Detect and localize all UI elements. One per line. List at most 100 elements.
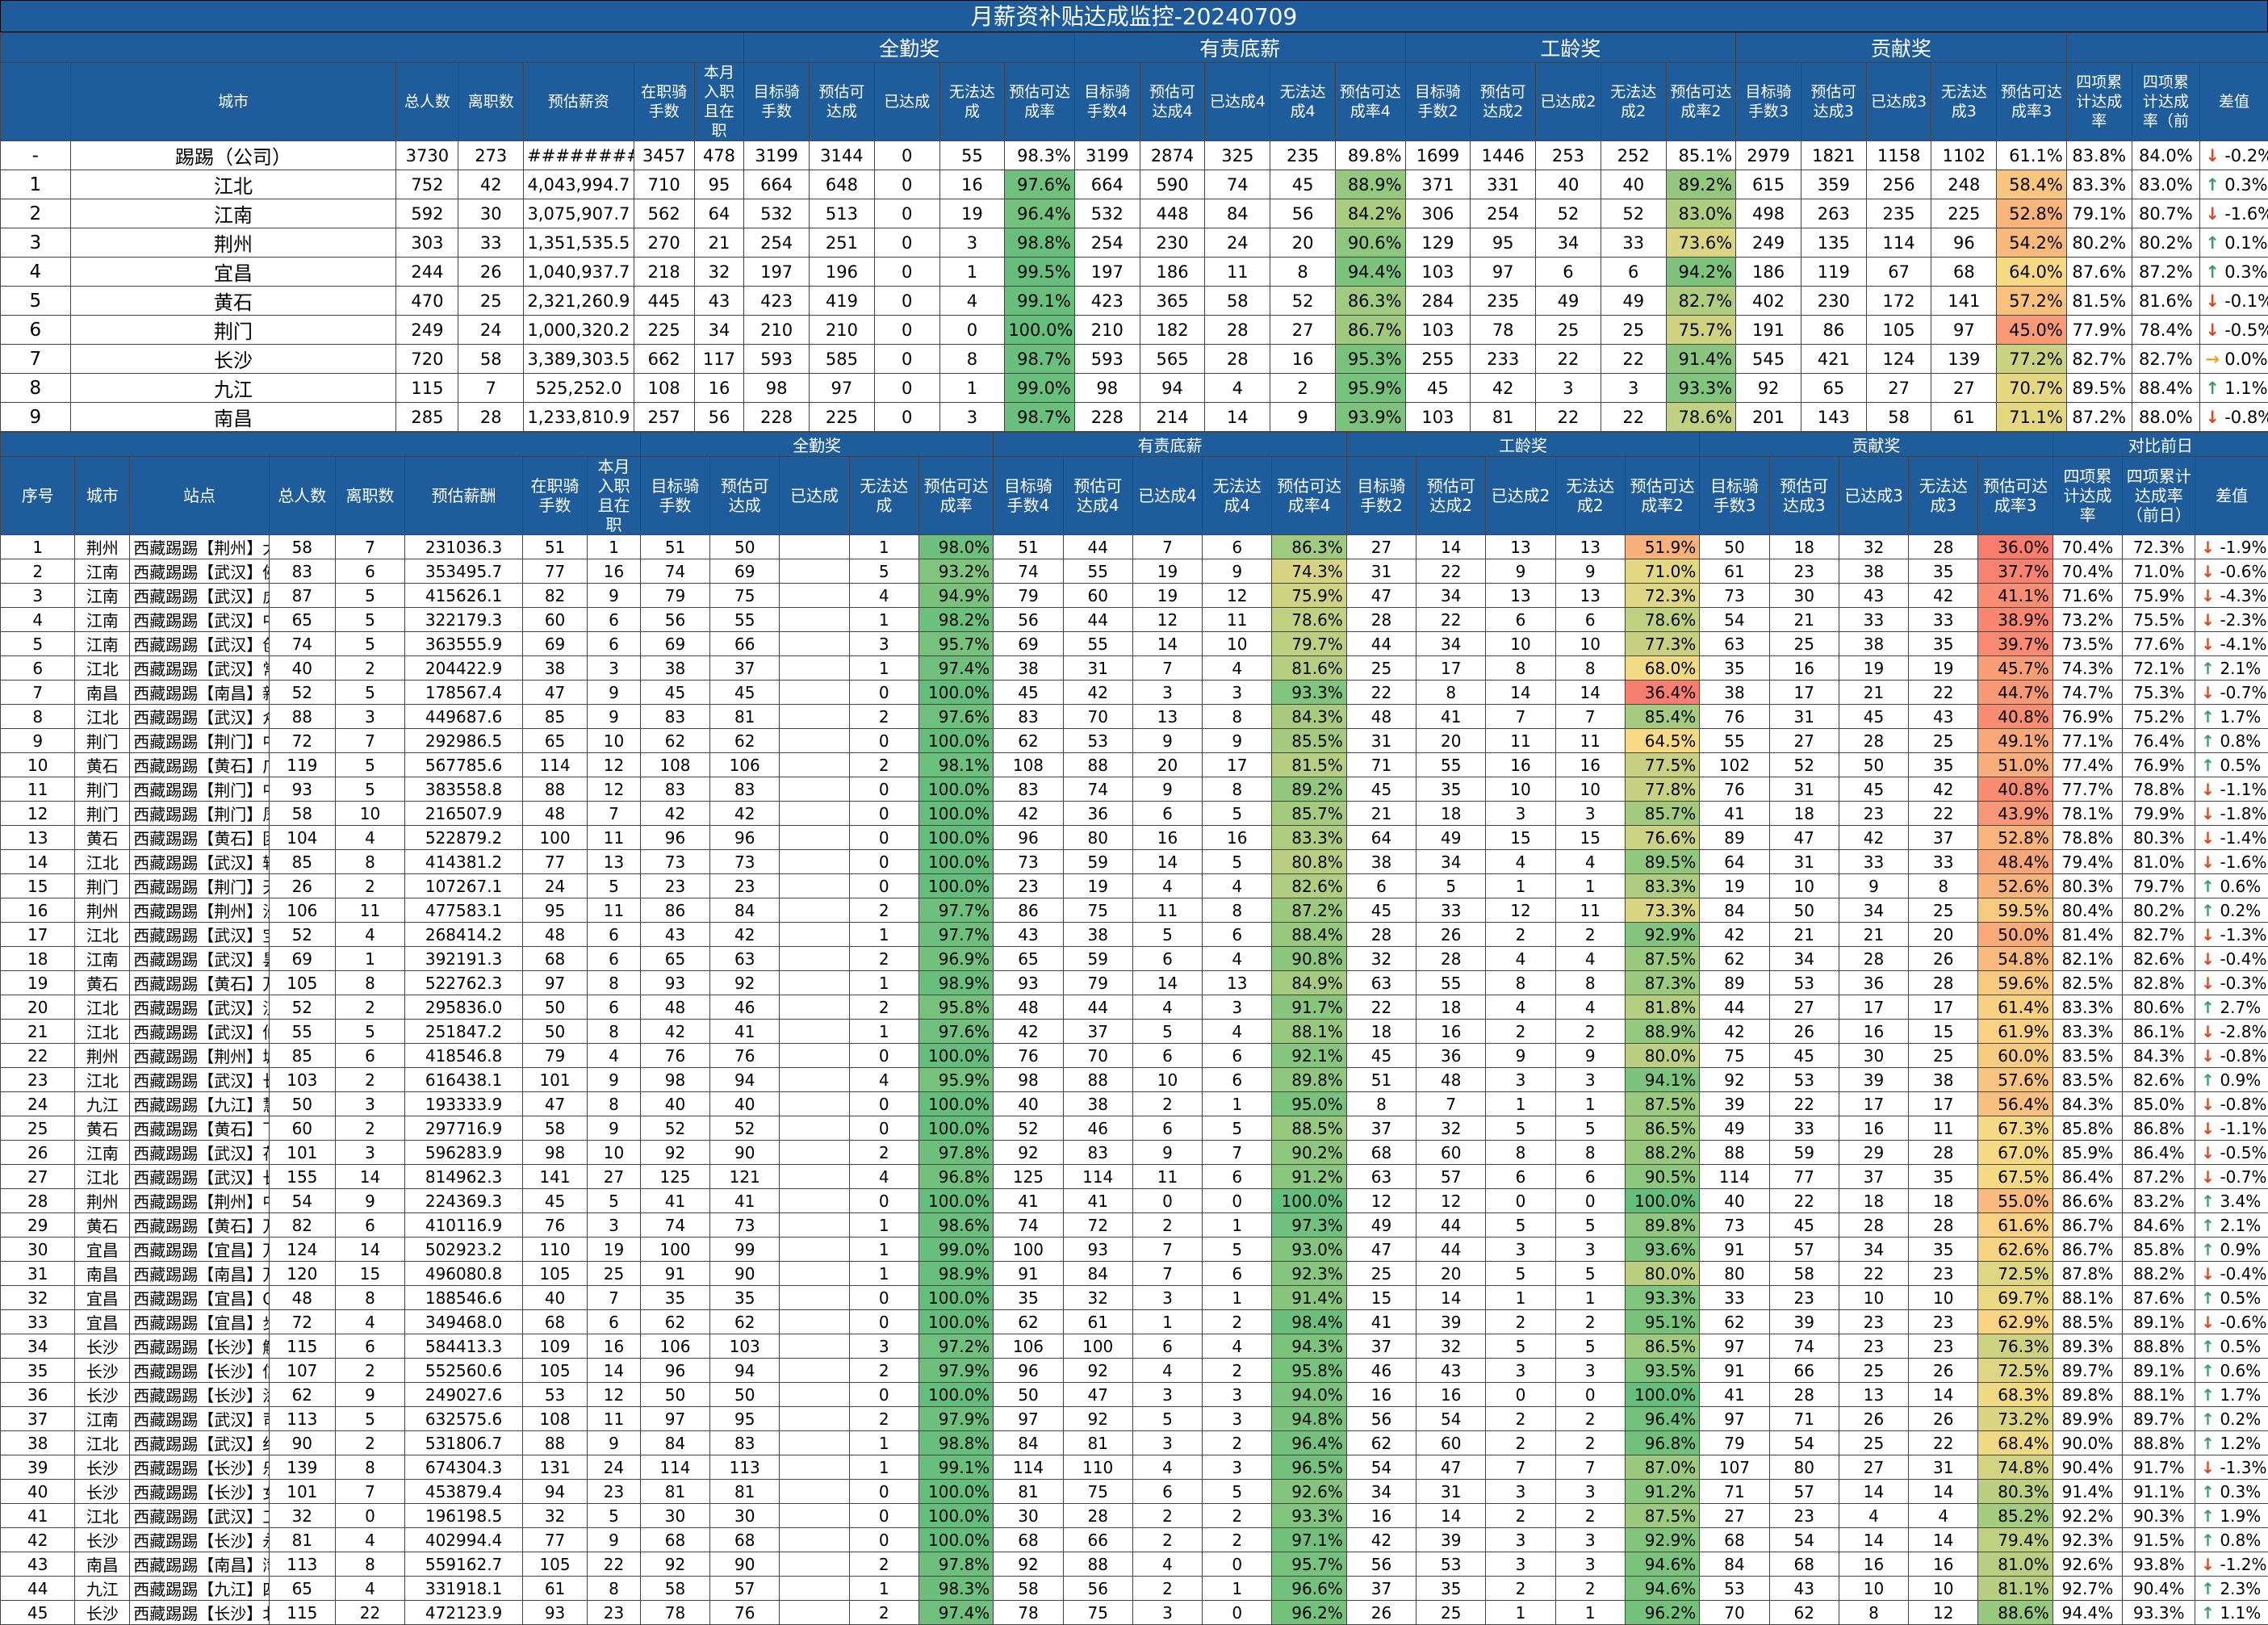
value-cell: 65: [640, 947, 709, 971]
value-cell: 6: [1203, 1165, 1272, 1189]
value-cell: 90.4%: [2052, 1455, 2122, 1480]
value-cell: 7: [1132, 1262, 1202, 1286]
value-cell: 89.7%: [2052, 1359, 2122, 1383]
value-cell: 51: [522, 535, 587, 559]
value-cell: 35: [1909, 1238, 1978, 1262]
value-cell: 4: [1486, 850, 1555, 874]
detail-header-5: 预估薪酬: [405, 457, 523, 535]
value-cell: 96.4%: [1005, 199, 1075, 228]
value-cell: 39: [1769, 1310, 1839, 1334]
value-cell: 101: [269, 1480, 335, 1504]
value-cell: 448: [1140, 199, 1205, 228]
value-cell: 25: [1839, 1359, 1908, 1383]
row-number: 5: [1, 632, 75, 656]
value-cell: 3,389,303.5: [524, 345, 634, 374]
row-number: 9: [1, 729, 75, 753]
diff-cell: ↑1.7%: [2195, 1383, 2268, 1407]
value-cell: 28: [1769, 1383, 1839, 1407]
value-cell: 65: [522, 729, 587, 753]
value-cell: 32: [269, 1504, 335, 1528]
value-cell: 72.3%: [2123, 535, 2195, 559]
value-cell: 103: [1405, 316, 1471, 345]
diff-value: -0.2%: [2224, 146, 2268, 165]
value-cell: 79: [522, 1044, 587, 1068]
value-cell: 110: [1063, 1455, 1132, 1480]
row-index: 3: [1, 228, 71, 258]
value-cell: 41: [1416, 705, 1486, 729]
value-cell: 201: [1736, 403, 1801, 432]
value-cell: 16: [1203, 826, 1272, 850]
value-cell: 95: [694, 170, 744, 199]
value-cell: [780, 1334, 849, 1359]
value-cell: 3199: [744, 141, 810, 170]
value-cell: 3: [1132, 1286, 1202, 1310]
diff-value: -1.8%: [2220, 804, 2266, 823]
diff-value: 0.5%: [2220, 756, 2261, 775]
value-cell: 91.7%: [1272, 995, 1346, 1020]
value-cell: 92: [710, 971, 780, 995]
value-cell: 6: [1486, 1165, 1555, 1189]
value-cell: 81.5%: [2066, 287, 2132, 316]
value-cell: 96: [994, 826, 1063, 850]
value-cell: 55: [1416, 971, 1486, 995]
value-cell: 2: [335, 1116, 404, 1141]
value-cell: 10: [1555, 777, 1625, 802]
value-cell: 89.8%: [1335, 141, 1405, 170]
value-cell: 101: [522, 1068, 587, 1092]
value-cell: 56: [994, 608, 1063, 632]
row-number: 14: [1, 850, 75, 874]
value-cell: 11: [335, 898, 404, 923]
value-cell: 233: [1471, 345, 1536, 374]
value-cell: 40: [522, 1286, 587, 1310]
value-cell: 103: [710, 1334, 780, 1359]
down-arrow-icon: ↓: [2199, 1095, 2216, 1114]
detail-column-header: 序号城市站点总人数离职数预估薪酬在职骑手数本月入职且在职目标骑手数预估可达成已达…: [1, 457, 2268, 535]
value-cell: 41: [1700, 802, 1769, 826]
value-cell: 2: [1203, 1431, 1272, 1455]
station-name: 西藏踢踢【武汉】昙华林站: [130, 947, 270, 971]
value-cell: 363555.9: [405, 632, 523, 656]
city-name: 荆州: [75, 1044, 130, 1068]
value-cell: 93.3%: [1625, 1286, 1699, 1310]
value-cell: 52: [269, 923, 335, 947]
value-cell: 68.4%: [1978, 1431, 2052, 1455]
value-cell: 74: [640, 1213, 709, 1238]
value-cell: 7: [588, 802, 641, 826]
value-cell: 70.7%: [1997, 374, 2067, 403]
value-cell: 50: [1769, 898, 1839, 923]
value-cell: 7: [335, 535, 404, 559]
value-cell: 99.1%: [1005, 287, 1075, 316]
value-cell: 2: [1486, 1310, 1555, 1334]
city-name: 黄石: [70, 287, 396, 316]
summary-header-17: 预估可达成2: [1471, 63, 1536, 141]
up-arrow-icon: ↑: [2199, 877, 2216, 896]
value-cell: 1: [1486, 1092, 1555, 1116]
value-cell: 35: [710, 1286, 780, 1310]
value-cell: [780, 1213, 849, 1238]
value-cell: 37: [1346, 1577, 1416, 1601]
value-cell: 16: [1346, 1383, 1416, 1407]
value-cell: 97: [1700, 1334, 1769, 1359]
summary-header-7: 预估可达成: [810, 63, 875, 141]
value-cell: [780, 898, 849, 923]
value-cell: 25: [1601, 316, 1666, 345]
value-cell: 90.0%: [2052, 1431, 2122, 1455]
value-cell: 92.6%: [1272, 1480, 1346, 1504]
city-name: 荆门: [75, 802, 130, 826]
value-cell: 91.4%: [1666, 345, 1736, 374]
value-cell: 230: [1801, 287, 1866, 316]
value-cell: 76: [1700, 705, 1769, 729]
value-cell: 1: [849, 1213, 918, 1238]
value-cell: 2: [1132, 1577, 1202, 1601]
value-cell: 584413.3: [405, 1334, 523, 1359]
value-cell: 80.0%: [1625, 1044, 1699, 1068]
diff-cell: ↓-0.8%: [2195, 1092, 2268, 1116]
group-header-4: 贡献奖: [1700, 433, 2053, 457]
value-cell: 78: [640, 1601, 709, 1625]
city-name: 江北: [75, 1504, 130, 1528]
value-cell: 64: [694, 199, 744, 228]
value-cell: 56: [1270, 199, 1336, 228]
diff-cell: ↓-2.3%: [2195, 608, 2268, 632]
value-cell: 3: [1203, 1407, 1272, 1431]
detail-header-13: 目标骑手数4: [994, 457, 1063, 535]
